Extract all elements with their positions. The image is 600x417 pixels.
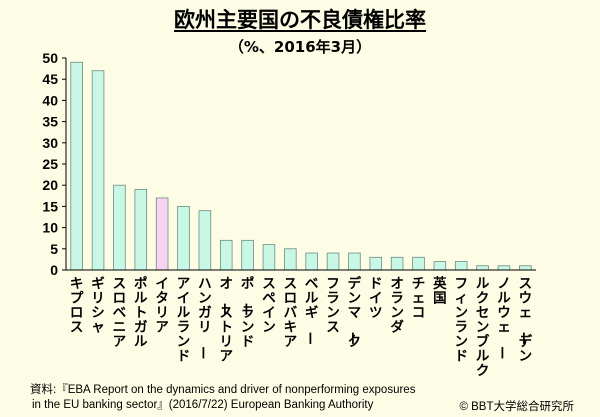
chart-title: 欧州主要国の不良債権比率 bbox=[0, 4, 600, 34]
y-tick-label: 40 bbox=[42, 92, 58, 108]
x-tick-label: フランス bbox=[326, 276, 340, 336]
bar bbox=[348, 252, 361, 271]
x-tick-label: チェコ bbox=[412, 276, 426, 321]
y-tick-label: 35 bbox=[42, 114, 58, 130]
bar bbox=[155, 197, 169, 271]
bar bbox=[113, 184, 126, 271]
copyright: © BBT大学総合研究所 bbox=[459, 401, 574, 413]
y-tick-label: 45 bbox=[42, 71, 58, 87]
bar bbox=[369, 256, 383, 271]
x-tick-label: スペイン bbox=[262, 276, 276, 336]
bar bbox=[241, 239, 254, 271]
bar bbox=[326, 252, 340, 271]
x-tick-label: キプロス bbox=[70, 276, 84, 336]
x-tick-label: 英国 bbox=[432, 275, 447, 307]
y-tick-label: 20 bbox=[42, 177, 58, 193]
bar bbox=[454, 261, 468, 271]
bar bbox=[519, 265, 532, 271]
y-tick-label: 5 bbox=[50, 241, 58, 257]
bar bbox=[412, 256, 425, 271]
bar bbox=[134, 189, 148, 271]
bar bbox=[433, 261, 447, 271]
bar bbox=[476, 265, 489, 271]
x-tick-label: ポーランド bbox=[237, 275, 255, 350]
bar bbox=[497, 265, 511, 271]
y-tick-label: 0 bbox=[50, 262, 58, 278]
bar bbox=[262, 244, 276, 271]
x-tick-label: フィンランド bbox=[454, 276, 468, 365]
source-note: 資料:『EBA Report on the dynamics and drive… bbox=[30, 383, 415, 413]
bar bbox=[284, 248, 297, 271]
bar bbox=[390, 256, 404, 271]
y-axis: 0 5 10 15 20 25 30 35 40 45 50 bbox=[42, 50, 67, 278]
x-axis: キプロスギリシャスロベニアポルトガルイタリアアイルランドハンガリーオーストリアポ… bbox=[66, 269, 536, 379]
bar bbox=[177, 205, 190, 271]
x-tick-label: イタリア bbox=[155, 276, 169, 336]
x-tick-label: ベルギー bbox=[301, 276, 319, 345]
x-tick-label: オランダ bbox=[390, 276, 404, 336]
y-tick-label: 50 bbox=[42, 50, 58, 66]
x-tick-label: アイルランド bbox=[177, 276, 191, 365]
x-tick-label: スウェーデン bbox=[515, 276, 533, 365]
source-line-2: in the EU banking sector』(2016/7/22) Eur… bbox=[32, 399, 374, 411]
y-tick-label: 30 bbox=[42, 135, 58, 151]
bar bbox=[91, 70, 105, 271]
x-tick-label: オーストリア bbox=[215, 276, 233, 365]
x-tick-label: スロベニア bbox=[113, 276, 127, 350]
x-tick-label: ノルウェー bbox=[493, 276, 511, 360]
x-tick-label: ルクセンブルク bbox=[476, 276, 490, 379]
chart-subtitle: （%、2016年3月） bbox=[228, 38, 372, 56]
x-tick-label: スロバキア bbox=[284, 276, 298, 350]
source-line-1: 資料:『EBA Report on the dynamics and drive… bbox=[30, 384, 416, 396]
bar bbox=[198, 210, 212, 271]
x-tick-label: デンマーク bbox=[344, 275, 362, 350]
bar bbox=[219, 239, 233, 271]
chart-title-text: 欧州主要国の不良債権比率 bbox=[174, 8, 426, 32]
y-tick-label: 10 bbox=[42, 220, 58, 236]
x-tick-label: ギリシャ bbox=[91, 276, 105, 336]
x-tick-label: ポルトガル bbox=[134, 275, 148, 350]
x-tick-label: ハンガリー bbox=[194, 276, 212, 360]
y-tick-label: 15 bbox=[42, 198, 58, 214]
bars bbox=[70, 61, 532, 271]
x-tick-label: ドイツ bbox=[369, 276, 383, 321]
bar bbox=[305, 252, 318, 271]
bar bbox=[70, 61, 83, 271]
y-tick-label: 25 bbox=[42, 156, 58, 172]
